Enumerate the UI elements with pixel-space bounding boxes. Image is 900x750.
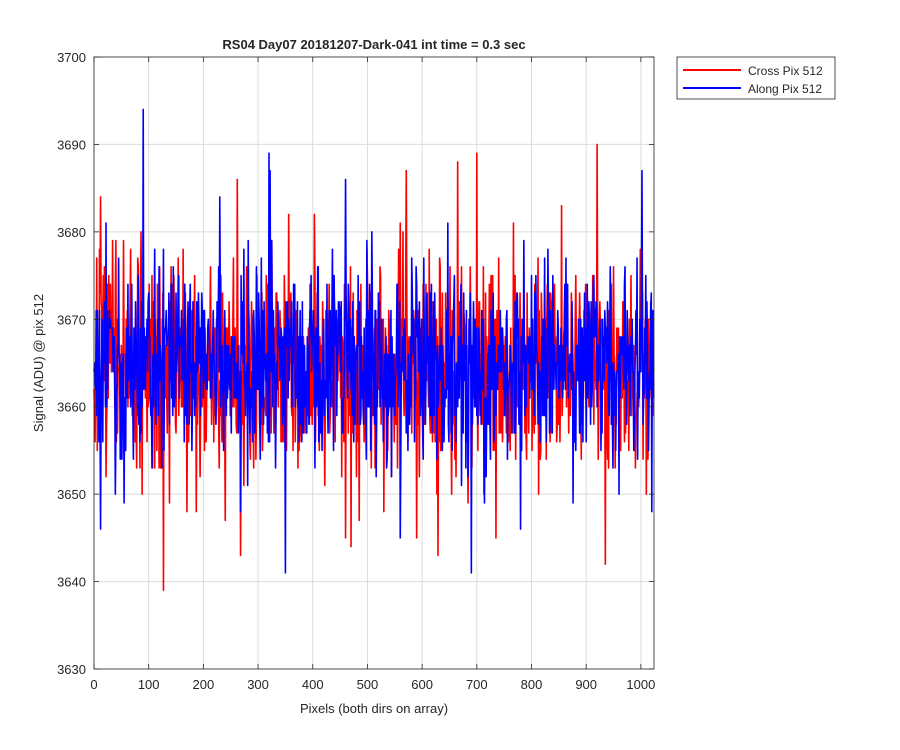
legend-label-along: Along Pix 512 <box>748 82 822 96</box>
x-tick-label: 1000 <box>626 677 655 692</box>
y-tick-label: 3630 <box>57 662 86 677</box>
x-tick-label: 700 <box>466 677 488 692</box>
y-tick-label: 3690 <box>57 137 86 152</box>
x-axis-label: Pixels (both dirs on array) <box>300 701 448 716</box>
legend-box <box>676 56 836 100</box>
y-tick-label: 3680 <box>57 225 86 240</box>
x-tick-label: 0 <box>90 677 97 692</box>
legend-label-cross: Cross Pix 512 <box>748 64 823 78</box>
legend: Cross Pix 512 Along Pix 512 <box>676 56 836 100</box>
y-tick-label: 3650 <box>57 487 86 502</box>
x-tick-label: 200 <box>193 677 215 692</box>
y-tick-label: 3640 <box>57 575 86 590</box>
plot-frame <box>93 56 655 670</box>
x-axis-ticks: 0 100 200 300 400 500 600 700 800 900 1000 <box>90 57 655 692</box>
x-tick-label: 600 <box>411 677 433 692</box>
chart-title: RS04 Day07 20181207-Dark-041 int time = … <box>222 37 525 52</box>
y-tick-label: 3700 <box>57 50 86 65</box>
y-axis-ticks: 3630 3640 3650 3660 3670 3680 3690 3700 <box>57 50 654 677</box>
y-tick-label: 3660 <box>57 400 86 415</box>
y-axis-label: Signal (ADU) @ pix 512 <box>31 294 46 432</box>
series-line-along-pix-512 <box>93 108 655 574</box>
series-layer <box>93 108 655 592</box>
x-tick-label: 500 <box>357 677 379 692</box>
x-tick-label: 300 <box>247 677 269 692</box>
y-tick-label: 3670 <box>57 312 86 327</box>
x-tick-label: 900 <box>575 677 597 692</box>
x-tick-label: 400 <box>302 677 324 692</box>
x-tick-label: 800 <box>521 677 543 692</box>
x-tick-label: 100 <box>138 677 160 692</box>
